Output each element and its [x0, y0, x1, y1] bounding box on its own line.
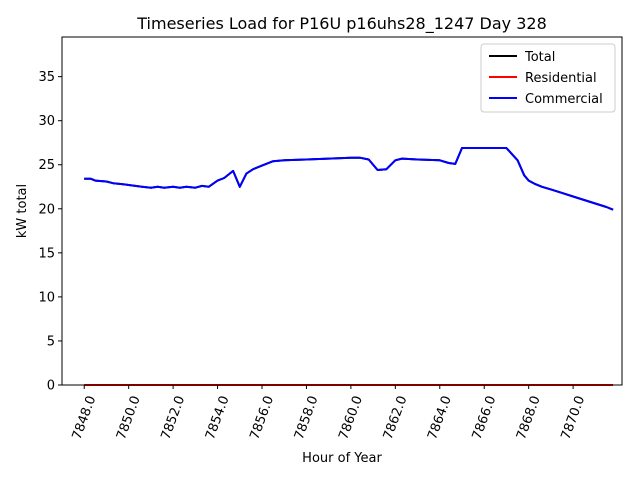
y-tick-label: 0: [47, 379, 55, 394]
series-line-commercial: [84, 147, 614, 211]
y-tick-label: 20: [38, 202, 55, 217]
legend-label-total: Total: [524, 50, 555, 65]
y-tick-label: 25: [38, 158, 55, 173]
y-tick-label: 15: [38, 246, 55, 261]
y-axis-label: kW total: [15, 184, 30, 238]
legend-label-residential: Residential: [525, 71, 597, 86]
y-tick-label: 10: [38, 290, 55, 305]
y-tick-label: 5: [47, 334, 55, 349]
legend-label-commercial: Commercial: [525, 92, 603, 107]
legend: Total Residential Commercial: [480, 43, 616, 113]
y-tick-label: 35: [38, 70, 55, 85]
y-tick-label: 30: [38, 114, 55, 129]
x-axis-label: Hour of Year: [302, 451, 382, 466]
plot-frame: [61, 36, 623, 386]
chart-title: Timeseries Load for P16U p16uhs28_1247 D…: [136, 14, 547, 34]
legend-box: [480, 43, 616, 113]
